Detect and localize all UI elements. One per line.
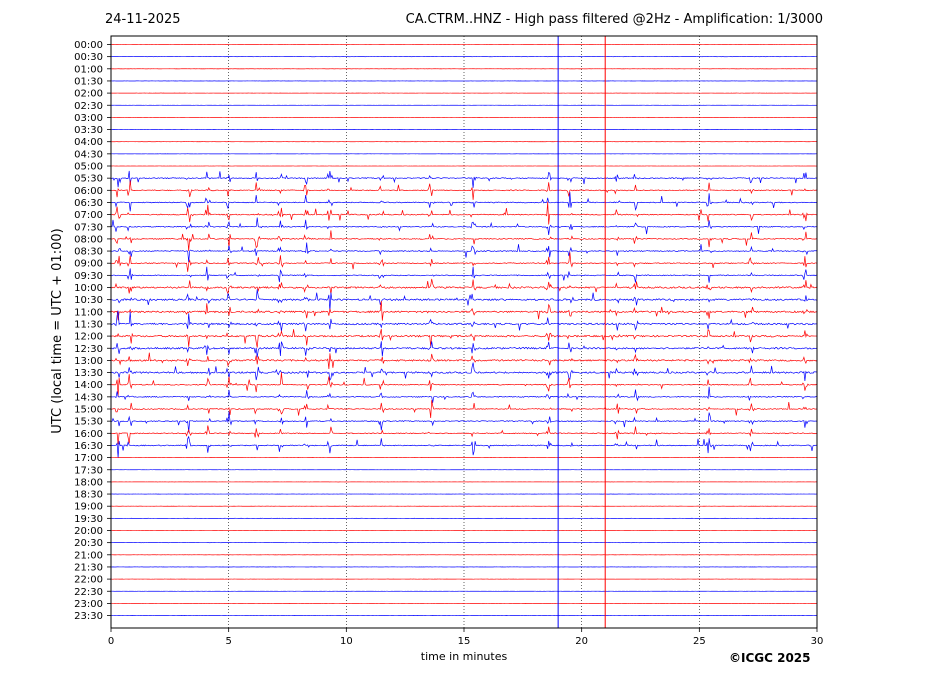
y-tick-label: 13:30 (74, 368, 103, 379)
y-tick-label: 11:30 (74, 319, 103, 330)
y-tick-label: 09:00 (74, 259, 103, 270)
y-tick-label: 05:00 (74, 162, 103, 173)
y-tick-label: 17:00 (74, 453, 103, 464)
trace-1630 (110, 435, 818, 459)
trace-1330 (110, 362, 818, 382)
grid-lines (228, 36, 700, 628)
trace-1600 (110, 425, 818, 445)
y-tick-label: 06:30 (74, 198, 103, 209)
x-tick-label: 25 (693, 636, 706, 647)
y-tick-label: 18:00 (74, 477, 103, 488)
x-tick-label: 10 (340, 636, 353, 647)
chart-date: 24-11-2025 (105, 12, 181, 27)
copyright-label: ©ICGC 2025 (729, 651, 811, 665)
y-tick-label: 12:30 (74, 344, 103, 355)
y-tick-label: 18:30 (74, 490, 103, 501)
y-tick-label: 16:00 (74, 429, 103, 440)
y-tick-label: 17:30 (74, 465, 103, 476)
y-tick-label: 00:30 (74, 52, 103, 63)
y-tick-label: 14:30 (74, 392, 103, 403)
trace-1030 (110, 289, 818, 312)
plot-frame (110, 35, 818, 629)
y-tick-label: 22:30 (74, 587, 103, 598)
y-tick-label: 15:00 (74, 405, 103, 416)
y-tick-label: 02:30 (74, 101, 103, 112)
y-tick-label: 15:30 (74, 417, 103, 428)
trace-0600 (110, 180, 818, 200)
trace-0700 (110, 201, 818, 225)
y-tick-label: 02:00 (74, 89, 103, 100)
y-tick-label: 04:30 (74, 149, 103, 160)
y-tick-label: 21:30 (74, 562, 103, 573)
y-tick-label: 22:00 (74, 575, 103, 586)
y-tick-label: 20:00 (74, 526, 103, 537)
trace-0830 (110, 242, 818, 263)
trace-0630 (110, 192, 818, 212)
y-tick-label: 01:00 (74, 64, 103, 75)
time-markers (557, 36, 606, 628)
x-tick-label: 30 (811, 636, 824, 647)
y-tick-label: 01:30 (74, 76, 103, 87)
y-tick-label: 20:30 (74, 538, 103, 549)
y-tick-label: 10:00 (74, 283, 103, 294)
y-tick-label: 08:30 (74, 247, 103, 258)
y-tick-label: 10:30 (74, 295, 103, 306)
y-axis-label: UTC (local time = UTC + 01:00) (50, 228, 65, 433)
y-tick-label: 21:00 (74, 550, 103, 561)
y-tick-label: 12:00 (74, 332, 103, 343)
y-tick-label: 08:00 (74, 234, 103, 245)
x-axis-ticks: 0 5 10 15 20 25 30 (108, 628, 824, 647)
y-tick-label: 06:00 (74, 186, 103, 197)
trace-1400 (110, 372, 818, 397)
trace-1300 (110, 352, 818, 370)
y-tick-label: 03:30 (74, 125, 103, 136)
y-tick-label: 05:30 (74, 174, 103, 185)
x-axis-label: time in minutes (421, 650, 508, 663)
trace-1530 (110, 411, 818, 433)
trace-1200 (110, 328, 818, 348)
y-tick-label: 09:30 (74, 271, 103, 282)
seismic-traces (110, 44, 818, 616)
y-tick-label: 03:00 (74, 113, 103, 124)
trace-1500 (110, 400, 818, 419)
trace-0730 (110, 217, 818, 236)
y-tick-label: 13:00 (74, 356, 103, 367)
y-tick-label: 04:00 (74, 137, 103, 148)
trace-1430 (110, 386, 818, 403)
y-tick-label: 19:30 (74, 514, 103, 525)
y-tick-label: 23:30 (74, 611, 103, 622)
trace-1000 (110, 278, 818, 295)
y-tick-label: 07:30 (74, 222, 103, 233)
x-tick-label: 15 (458, 636, 471, 647)
y-tick-label: 16:30 (74, 441, 103, 452)
x-tick-label: 20 (575, 636, 588, 647)
y-tick-label: 19:00 (74, 502, 103, 513)
trace-1230 (110, 341, 818, 358)
trace-0900 (110, 252, 818, 272)
trace-0930 (110, 266, 818, 283)
chart-title: CA.CTRM..HNZ - High pass filtered @2Hz -… (405, 12, 823, 27)
trace-0530 (110, 170, 818, 188)
x-tick-label: 0 (108, 636, 114, 647)
y-tick-label: 07:00 (74, 210, 103, 221)
trace-1130 (110, 310, 818, 332)
y-tick-label: 11:00 (74, 307, 103, 318)
trace-1100 (110, 300, 818, 321)
y-tick-label: 23:00 (74, 599, 103, 610)
x-tick-label: 5 (225, 636, 231, 647)
y-tick-label: 14:00 (74, 380, 103, 391)
y-tick-label: 00:00 (74, 40, 103, 51)
trace-0800 (110, 230, 818, 251)
